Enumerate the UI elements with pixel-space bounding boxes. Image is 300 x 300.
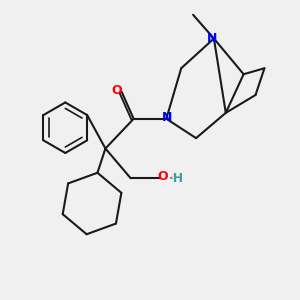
Text: N: N	[207, 32, 217, 45]
Text: O: O	[158, 170, 168, 183]
Text: N: N	[162, 111, 172, 124]
Text: O: O	[111, 84, 122, 97]
Text: ·H: ·H	[168, 172, 183, 185]
